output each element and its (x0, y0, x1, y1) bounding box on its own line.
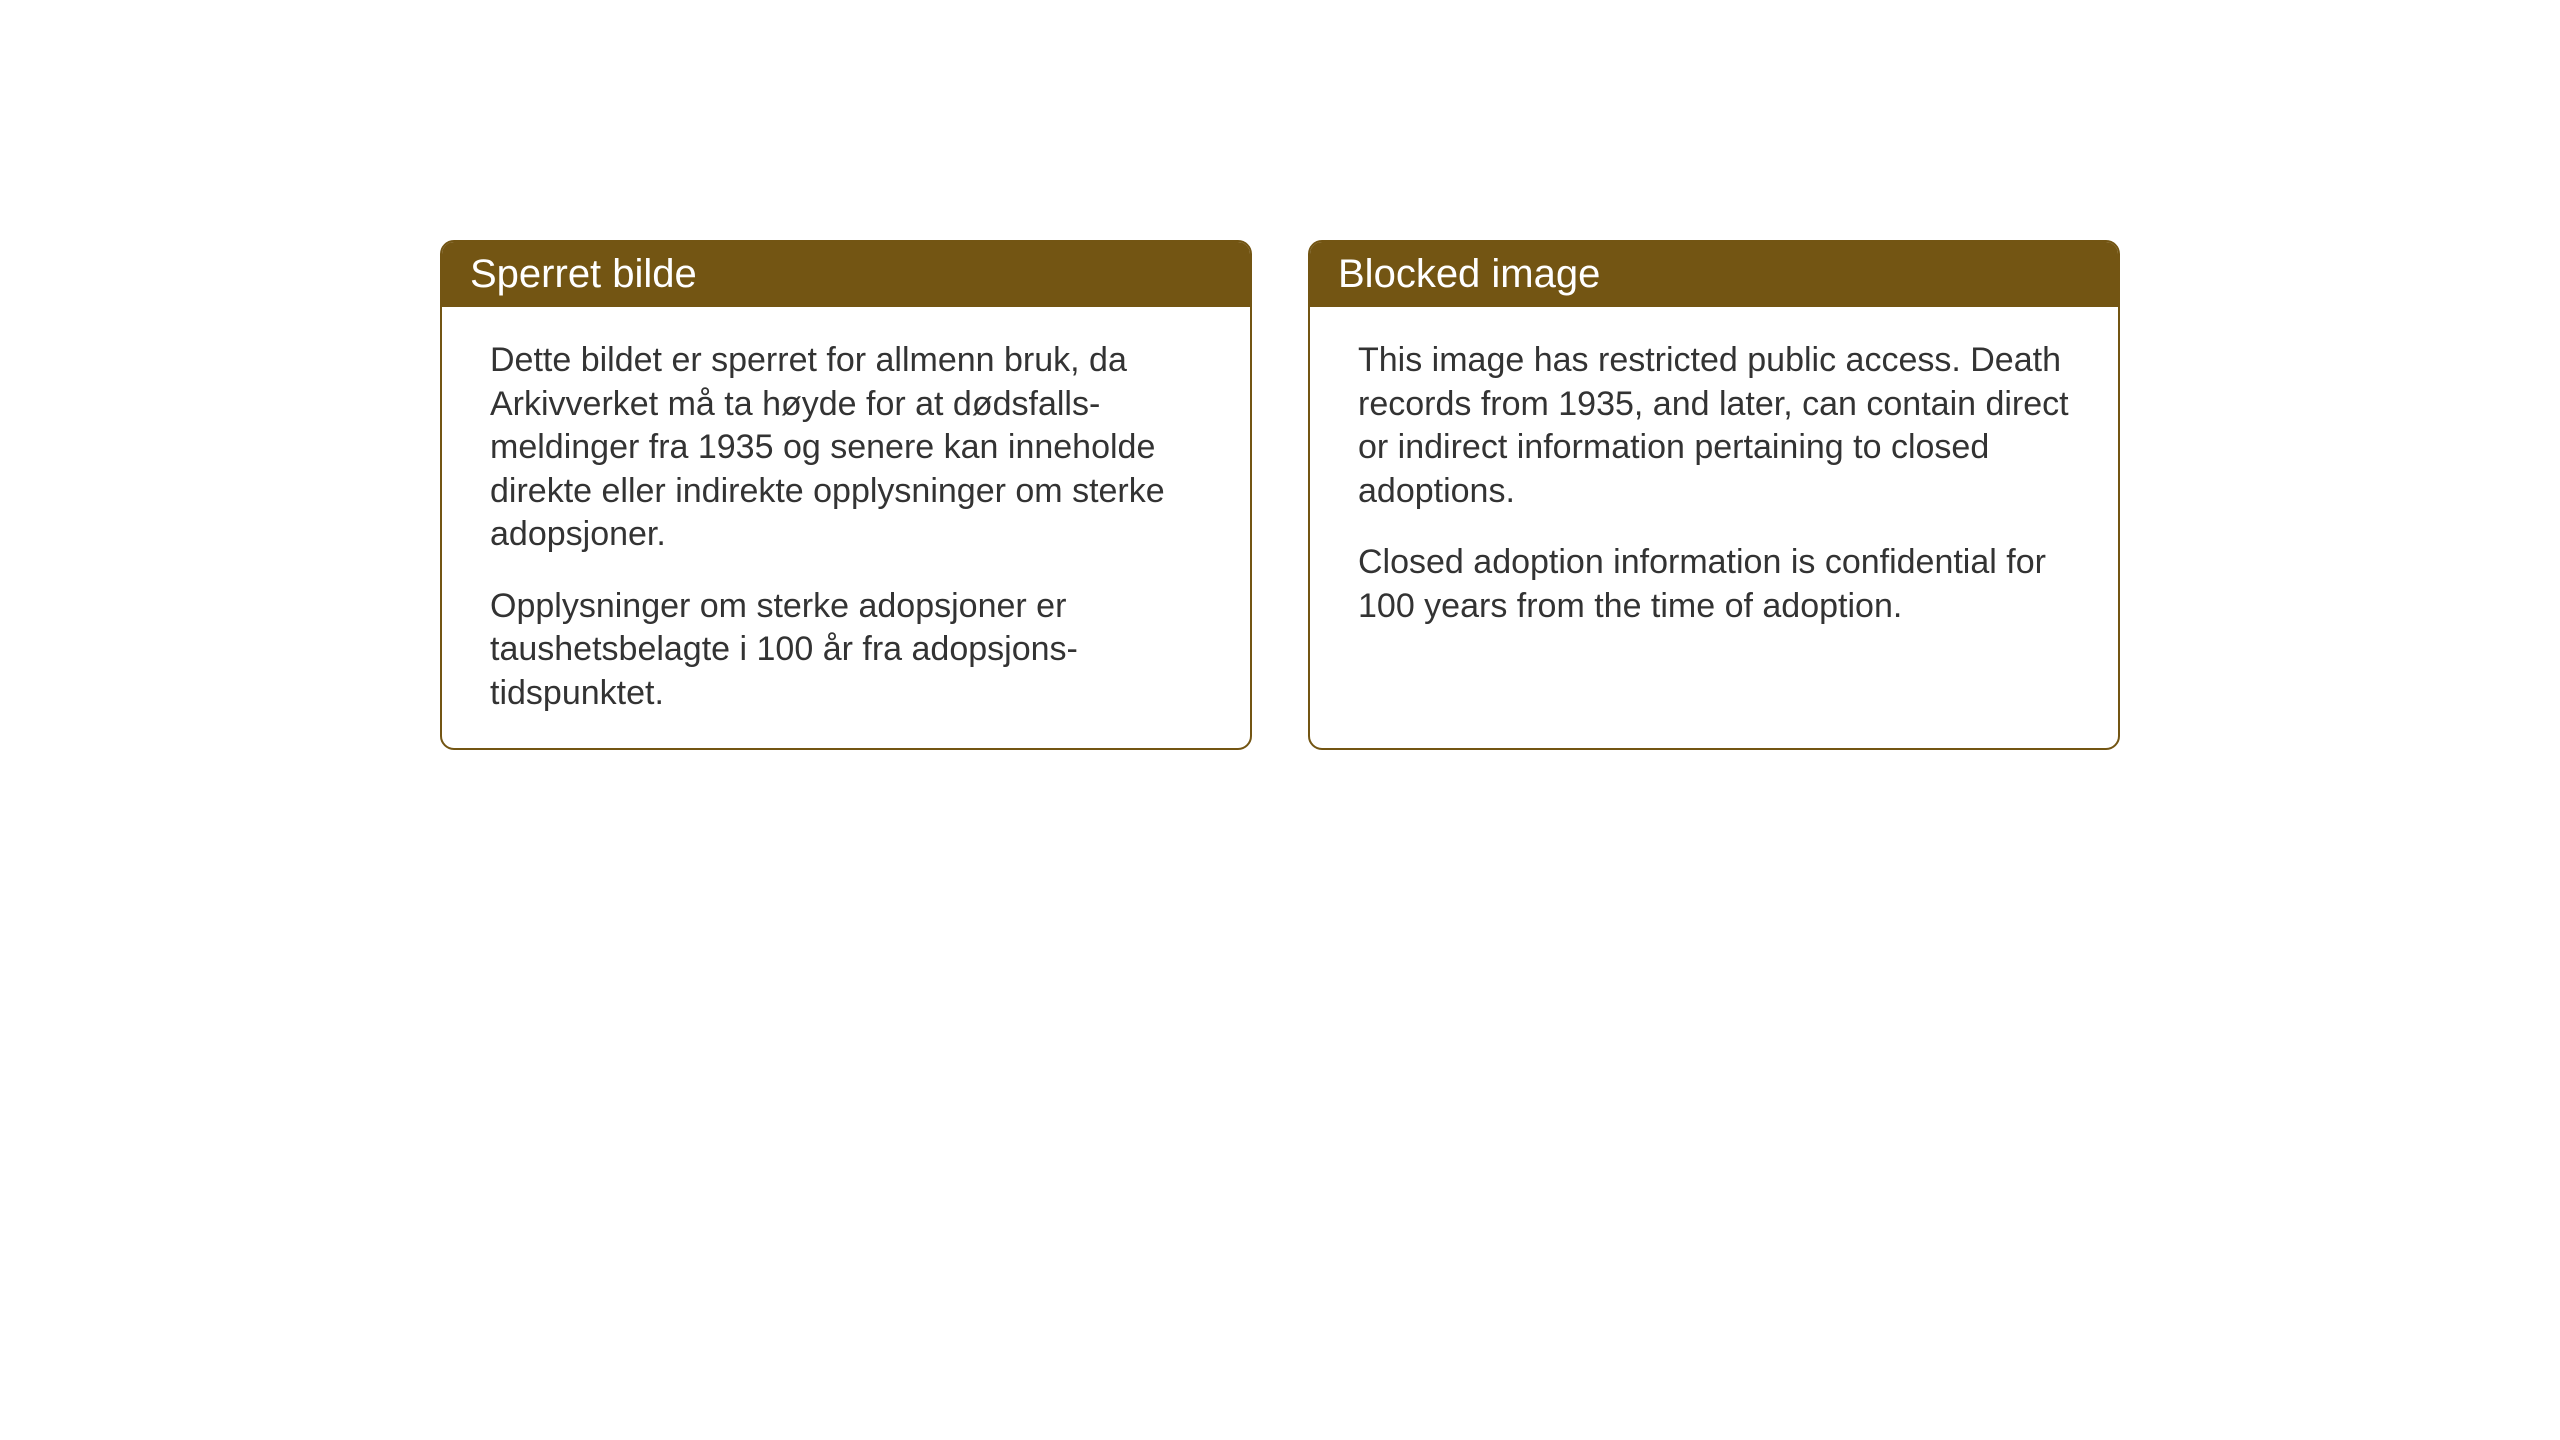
notice-container: Sperret bilde Dette bildet er sperret fo… (440, 240, 2120, 750)
card-title-english: Blocked image (1310, 242, 2118, 307)
card-body-english: This image has restricted public access.… (1310, 307, 2118, 668)
paragraph-norwegian-2: Opplysninger om sterke adopsjoner er tau… (490, 585, 1202, 716)
paragraph-english-2: Closed adoption information is confident… (1358, 541, 2070, 628)
notice-card-norwegian: Sperret bilde Dette bildet er sperret fo… (440, 240, 1252, 750)
card-body-norwegian: Dette bildet er sperret for allmenn bruk… (442, 307, 1250, 750)
paragraph-norwegian-1: Dette bildet er sperret for allmenn bruk… (490, 339, 1202, 557)
paragraph-english-1: This image has restricted public access.… (1358, 339, 2070, 513)
notice-card-english: Blocked image This image has restricted … (1308, 240, 2120, 750)
card-title-norwegian: Sperret bilde (442, 242, 1250, 307)
